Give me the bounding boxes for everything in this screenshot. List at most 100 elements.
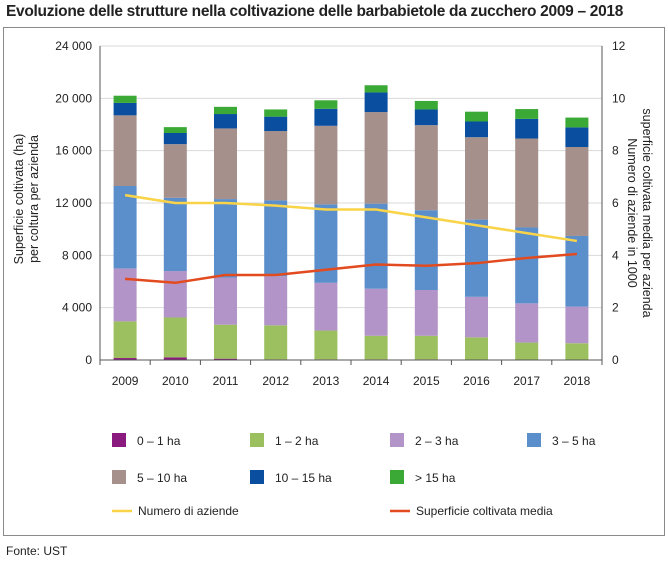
bar-segment <box>163 317 187 358</box>
bar-segment <box>465 121 488 138</box>
y-tick-label: 20 000 <box>55 91 92 105</box>
bar-segment <box>565 343 589 360</box>
legend-label: 10 – 15 ha <box>275 471 332 485</box>
legend-label: Numero di aziende <box>138 504 239 518</box>
series-line <box>125 252 577 285</box>
y2-tick-label: 8 <box>612 144 619 158</box>
y2-tick-label: 4 <box>612 248 619 262</box>
bar-segment <box>465 296 488 338</box>
x-tick-label: 2009 <box>112 374 139 388</box>
bar-segment <box>465 337 488 360</box>
bar-segment <box>364 112 388 204</box>
bar-segment <box>414 335 438 360</box>
bar-segment <box>565 306 589 344</box>
legend-swatch <box>112 433 126 447</box>
bar-segment <box>314 125 338 205</box>
y2-tick-label: 2 <box>612 301 619 315</box>
bar-segment <box>414 290 438 336</box>
y-tick-label: 0 <box>85 353 92 367</box>
bar-segment <box>515 118 539 139</box>
bar-segment <box>364 288 388 336</box>
bar-segment <box>565 147 589 236</box>
y-tick-label: 4 000 <box>62 301 92 315</box>
legend-swatch <box>112 470 126 484</box>
y-tick-label: 16 000 <box>55 144 92 158</box>
bar-segment <box>113 268 137 322</box>
bar-segment <box>314 204 338 283</box>
legend-label: 0 – 1 ha <box>137 434 181 448</box>
bar-segment <box>364 335 388 360</box>
y-axis-title: per coltura per azienda <box>27 135 41 263</box>
legend-label: 2 – 3 ha <box>415 434 459 448</box>
bar-segment <box>214 114 237 129</box>
bar-segment <box>214 199 237 278</box>
bar-segment <box>565 127 589 148</box>
legend-label: 3 – 5 ha <box>552 434 596 448</box>
bar-segment <box>465 219 488 297</box>
legend-label: 1 – 2 ha <box>275 434 319 448</box>
legend-label: Superficie coltivata media <box>416 504 553 518</box>
bar-segment <box>414 210 438 291</box>
y2-tick-label: 10 <box>612 91 626 105</box>
y-tick-label: 24 000 <box>55 39 92 53</box>
x-tick-label: 2014 <box>363 374 390 388</box>
bar-segment <box>515 303 539 343</box>
y2-tick-label: 12 <box>612 39 626 53</box>
bar-segment <box>414 100 438 110</box>
bar-segment <box>113 358 137 360</box>
x-tick-label: 2012 <box>262 374 289 388</box>
chart-frame <box>3 27 665 536</box>
y-tick-label: 12 000 <box>55 196 92 210</box>
bar-segment <box>113 102 137 116</box>
bar-segment <box>113 185 137 269</box>
bar-segment <box>214 128 237 200</box>
bar-segment <box>214 358 237 360</box>
bar-segment <box>214 106 237 115</box>
bar-segment <box>314 100 338 109</box>
chart-title: Evoluzione delle strutture nella coltiva… <box>6 3 624 20</box>
y-axis-title: Superficie coltivata (ha) <box>12 134 26 265</box>
bar-segment <box>163 197 187 272</box>
bar-segment <box>364 203 388 289</box>
bar-segment <box>163 127 187 134</box>
legend-swatch <box>390 470 404 484</box>
series-line <box>124 193 578 243</box>
bar-segment <box>414 125 438 211</box>
bar-segment <box>264 131 288 201</box>
bar-segment <box>264 109 288 117</box>
bar-segment <box>163 357 187 360</box>
bar-segment <box>364 85 388 93</box>
x-tick-label: 2010 <box>162 374 189 388</box>
bar-segment <box>515 342 539 360</box>
bar-segment <box>264 116 288 132</box>
bar-segment <box>214 324 237 359</box>
legend-swatch <box>250 433 264 447</box>
bar-segment <box>515 109 539 119</box>
legend-label: > 15 ha <box>415 471 456 485</box>
y-tick-label: 8 000 <box>62 248 92 262</box>
x-tick-label: 2017 <box>513 374 540 388</box>
source-note: Fonte: UST <box>6 544 68 558</box>
bar-segment <box>163 144 187 198</box>
bar-segment <box>264 200 288 277</box>
legend-swatch <box>390 433 404 447</box>
bar-segment <box>264 276 288 326</box>
y2-axis-title: Numero di aziende in 1000 <box>625 138 639 287</box>
legend-label: 5 – 10 ha <box>137 471 187 485</box>
bar-segment <box>264 325 288 360</box>
bar-segment <box>113 95 137 103</box>
bar-segment <box>314 108 338 126</box>
bar-segment <box>314 282 338 331</box>
x-tick-label: 2013 <box>313 374 340 388</box>
bar-segment <box>414 109 438 126</box>
bar-segment <box>314 330 338 360</box>
bar-segment <box>163 271 187 318</box>
x-tick-label: 2015 <box>413 374 440 388</box>
bar-segment <box>565 235 589 307</box>
legend-swatch <box>527 433 541 447</box>
x-tick-label: 2018 <box>564 374 591 388</box>
bar-segment <box>163 133 187 145</box>
x-tick-label: 2016 <box>463 374 490 388</box>
bar-segment <box>465 137 488 220</box>
